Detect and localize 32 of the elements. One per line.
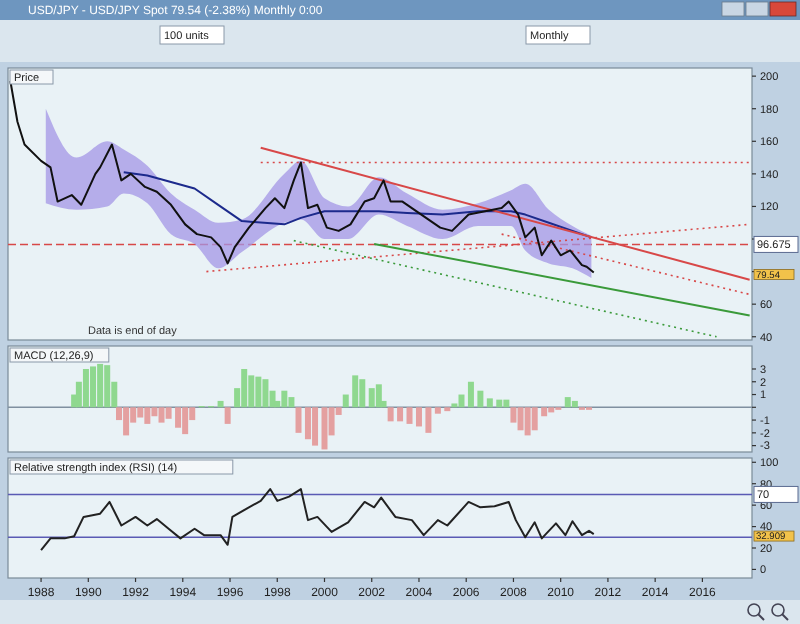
bar bbox=[517, 407, 524, 431]
bar bbox=[375, 384, 382, 408]
bar bbox=[359, 379, 366, 408]
bar bbox=[524, 407, 531, 436]
bar bbox=[90, 366, 97, 408]
line-series bbox=[40, 488, 595, 552]
bar bbox=[97, 363, 104, 408]
bar bbox=[312, 407, 319, 446]
bar bbox=[158, 407, 165, 423]
bar bbox=[217, 400, 224, 408]
bar bbox=[571, 400, 578, 408]
bar bbox=[255, 376, 262, 408]
bar bbox=[368, 388, 375, 408]
bar bbox=[262, 379, 269, 408]
bar bbox=[182, 407, 189, 435]
bar bbox=[288, 397, 295, 408]
bar bbox=[123, 407, 130, 436]
bar bbox=[510, 407, 517, 423]
bar bbox=[458, 394, 465, 408]
bar bbox=[281, 390, 288, 408]
bar bbox=[304, 407, 311, 440]
bar bbox=[104, 365, 111, 408]
bar bbox=[151, 407, 158, 417]
bar bbox=[503, 399, 510, 408]
bar bbox=[82, 368, 89, 408]
bar bbox=[241, 368, 248, 408]
bar bbox=[224, 407, 231, 424]
bar bbox=[248, 375, 255, 408]
bar bbox=[548, 407, 555, 413]
bar bbox=[137, 407, 144, 418]
bar bbox=[144, 407, 151, 424]
bar bbox=[564, 397, 571, 408]
